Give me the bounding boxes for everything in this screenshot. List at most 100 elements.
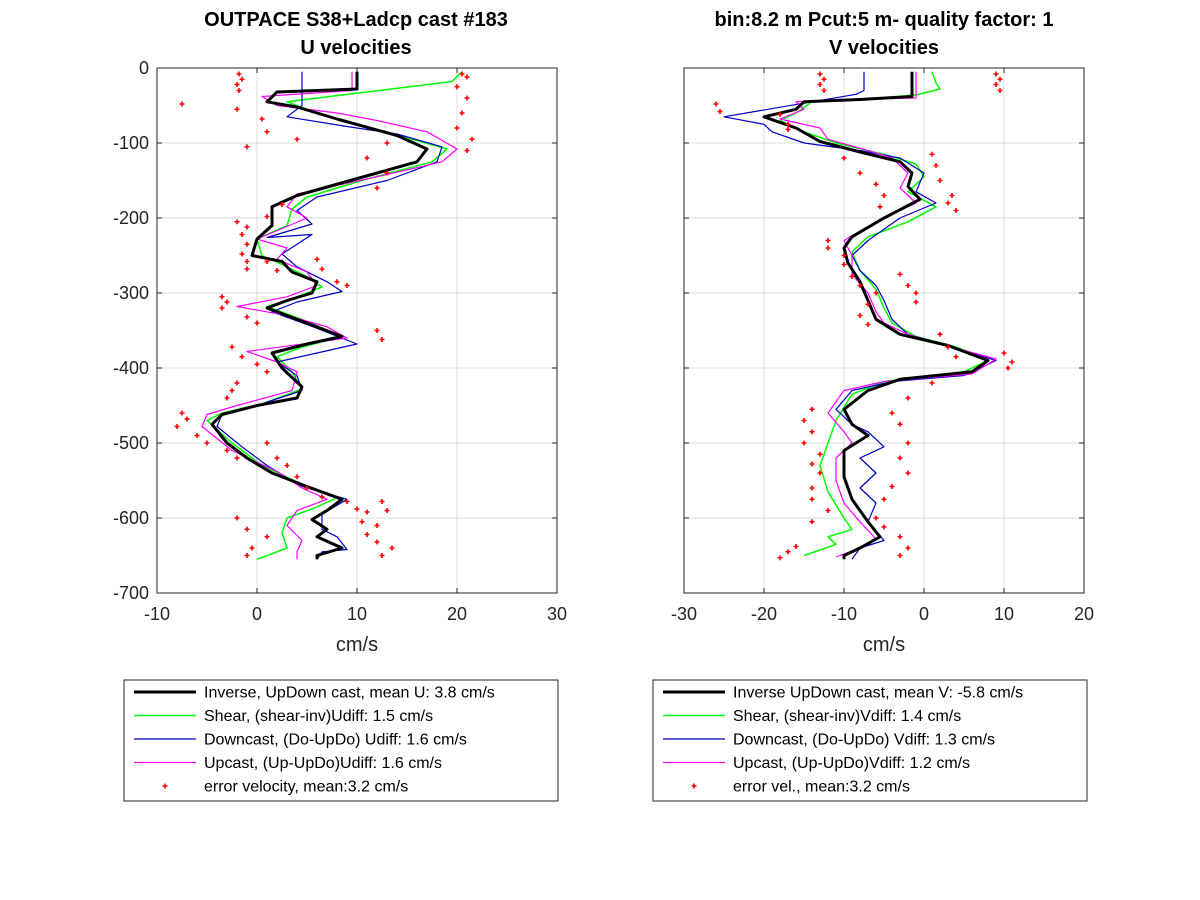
u-error-marker	[264, 534, 270, 540]
u-error-marker	[184, 416, 190, 422]
u-error-marker	[279, 202, 285, 207]
v-error-marker	[945, 344, 951, 350]
v-error-marker	[857, 170, 863, 176]
v-error-marker	[913, 299, 919, 305]
u-error-marker	[294, 136, 300, 142]
v-series-line-2	[723, 71, 997, 560]
u-error-marker	[194, 433, 200, 438]
u-error-marker	[249, 545, 255, 551]
v-panel-title-line2: V velocities	[829, 37, 939, 59]
u-error-marker	[204, 440, 210, 446]
u-error-marker	[234, 219, 240, 225]
u-panel-title-line2: U velocities	[300, 37, 411, 59]
u-ytick-label: 0	[139, 58, 149, 78]
u-error-marker	[304, 485, 310, 491]
u-error-marker	[354, 506, 360, 512]
u-error-marker	[364, 509, 370, 515]
v-legend-entry: Upcast, (Up-UpDo)Vdiff: 1.2 cm/s	[733, 755, 970, 772]
u-error-marker	[319, 494, 325, 500]
v-error-marker	[821, 88, 827, 93]
v-error-marker	[809, 429, 815, 435]
u-error-marker	[464, 74, 470, 80]
v-error-marker	[841, 155, 847, 161]
v-error-marker	[889, 484, 895, 489]
v-error-marker	[993, 82, 999, 87]
v-ticks: -30 -20 -10 0 10 20	[671, 67, 1094, 624]
v-error-marker	[897, 553, 903, 558]
u-error-marker	[469, 136, 475, 142]
v-xtick-label: 10	[994, 604, 1014, 624]
u-error-marker	[294, 474, 300, 480]
u-error-marker	[239, 232, 245, 237]
u-error-marker	[244, 266, 250, 272]
v-series-line-3	[779, 71, 997, 558]
u-error-marker	[239, 354, 245, 360]
u-error-marker	[234, 380, 240, 386]
v-error-marker	[873, 290, 879, 296]
u-error-marker	[234, 106, 240, 112]
v-error-marker	[897, 534, 903, 540]
v-error-marker	[937, 331, 943, 337]
v-velocity-panel: bin:8.2 m Pcut:5 m- quality factor: 1 V …	[652, 9, 1094, 802]
v-error-marker	[777, 555, 783, 561]
u-error-marker	[254, 320, 260, 326]
v-xtick-label: -20	[751, 604, 777, 624]
v-error-marker	[1005, 365, 1011, 371]
v-error-marker	[865, 322, 871, 327]
u-legend-entry: Shear, (shear-inv)Udiff: 1.5 cm/s	[204, 708, 433, 725]
u-xlabel: cm/s	[336, 634, 378, 656]
u-error-marker	[274, 455, 280, 461]
u-legend: Inverse, UpDown cast, mean U: 3.8 cm/s Sh…	[123, 679, 559, 802]
u-ytick-label: -600	[113, 508, 149, 528]
u-error-marker	[374, 523, 380, 528]
u-error-marker	[229, 388, 235, 393]
v-error-marker	[905, 395, 911, 401]
v-error-marker	[1001, 350, 1007, 356]
v-legend-entry: error vel., mean:3.2 cm/s	[733, 779, 910, 796]
v-error-marker	[821, 76, 827, 82]
v-error-marker	[873, 181, 879, 187]
u-error-marker	[374, 328, 380, 333]
u-error-marker	[264, 259, 270, 264]
u-error-marker	[344, 283, 350, 288]
v-error-marker	[809, 485, 815, 491]
v-legend-entry: Downcast, (Do-UpDo) Vdiff: 1.3 cm/s	[733, 732, 995, 749]
v-error-marker	[825, 245, 831, 251]
v-xtick-label: -10	[831, 604, 857, 624]
u-series-line-0	[210, 71, 429, 560]
u-error-marker	[284, 463, 290, 468]
v-error-marker	[785, 127, 791, 132]
u-error-marker	[384, 140, 390, 146]
u-velocity-panel: OUTPACE S38+Ladcp cast #183 U velocities…	[113, 9, 567, 802]
u-ytick-label: -400	[113, 358, 149, 378]
v-error-marker	[905, 283, 911, 288]
v-legend: Inverse UpDown cast, mean V: -5.8 cm/s Sh…	[652, 679, 1088, 802]
v-error-marker	[817, 470, 823, 476]
u-error-marker	[234, 455, 240, 461]
v-error-marker	[913, 290, 919, 296]
v-error-marker	[841, 253, 847, 258]
u-error-marker	[389, 545, 395, 551]
u-legend-entry: error velocity, mean:3.2 cm/s	[204, 779, 408, 796]
u-xtick-label: 20	[447, 604, 467, 624]
u-error-marker	[319, 266, 325, 272]
u-error-marker	[264, 129, 270, 135]
u-error-marker	[459, 71, 465, 77]
u-panel-title-line1: OUTPACE S38+Ladcp cast #183	[204, 9, 508, 31]
v-error-marker	[717, 109, 723, 114]
v-error-marker	[801, 418, 807, 423]
u-ticks: -10 0 10 20 300-100-200-300-400-500-600-700	[113, 58, 567, 624]
u-error-marker	[379, 553, 385, 558]
u-grid	[157, 68, 557, 593]
u-error-marker	[464, 148, 470, 153]
v-error-marker	[997, 76, 1003, 82]
u-legend-swatch	[162, 783, 168, 789]
u-error-marker	[259, 116, 265, 122]
v-error-marker	[929, 380, 935, 386]
v-error-marker	[905, 470, 911, 476]
u-series-line-1	[206, 71, 463, 561]
v-error-marker	[777, 112, 783, 117]
v-error-marker	[929, 151, 935, 157]
v-error-marker	[713, 101, 719, 107]
u-error-marker	[244, 224, 250, 230]
